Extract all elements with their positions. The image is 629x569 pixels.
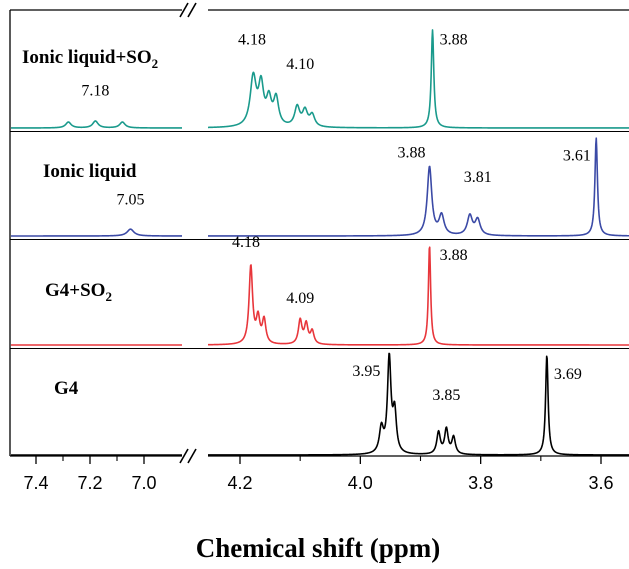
axis-break-mark-top: [187, 2, 197, 18]
peak-label: 3.85: [432, 387, 460, 404]
x-axis: 7.4 7.2 7.0 4.2 4.0 3.8 3.6: [23, 456, 614, 493]
peak-label: 4.09: [286, 290, 314, 307]
x-tick-label: 3.8: [468, 473, 493, 493]
peak-label: 3.61: [563, 148, 591, 165]
spectrum-line-left: [10, 228, 183, 237]
series-4: G4 3.95 3.85 3.69: [10, 352, 629, 456]
x-tick-label: 4.0: [348, 473, 373, 493]
series-label: G4+SO2: [45, 280, 112, 304]
x-tick-label: 4.2: [227, 473, 252, 493]
x-tick-label: 7.4: [23, 473, 48, 493]
axis-break-mark-bottom: [187, 448, 197, 464]
peak-label: 7.05: [117, 192, 145, 209]
spectrum-line-left: [10, 120, 183, 129]
x-axis-title: Chemical shift (ppm): [196, 533, 441, 563]
series-label: G4: [54, 378, 79, 399]
spectrum-line-right: [207, 29, 629, 129]
spectrum-line-right: [207, 246, 629, 346]
series-1: Ionic liquid+SO2 7.18 4.18 4.10 3.88: [10, 29, 629, 129]
spectrum-line-right: [207, 137, 629, 237]
peak-label: 7.18: [81, 83, 109, 100]
axis-break-mark-top: [179, 2, 189, 18]
x-tick-label: 3.6: [588, 473, 613, 493]
series-label-subscript: 2: [152, 56, 159, 71]
spectrum-line-right: [207, 352, 629, 456]
series-2: Ionic liquid 7.05 3.88 3.81 3.61: [10, 137, 629, 237]
series-3: G4+SO2 4.18 4.09 3.88: [10, 234, 629, 346]
peak-label: 3.69: [554, 366, 582, 383]
series-label: Ionic liquid: [43, 161, 137, 182]
peak-label: 3.95: [352, 363, 380, 380]
peak-label: 4.10: [286, 56, 314, 73]
x-tick-label: 7.2: [77, 473, 102, 493]
chart-frame: [9, 2, 629, 464]
series-label-subscript: 2: [105, 289, 112, 304]
x-tick-label: 7.0: [131, 473, 156, 493]
peak-label: 3.88: [440, 247, 468, 264]
axis-break-mark-bottom: [179, 448, 189, 464]
peak-label: 3.88: [440, 32, 468, 49]
peak-label: 4.18: [232, 234, 260, 251]
peak-label: 3.81: [464, 169, 492, 186]
series-label: Ionic liquid+SO2: [22, 47, 158, 71]
peak-label: 4.18: [238, 32, 266, 49]
peak-label: 3.88: [398, 145, 426, 162]
